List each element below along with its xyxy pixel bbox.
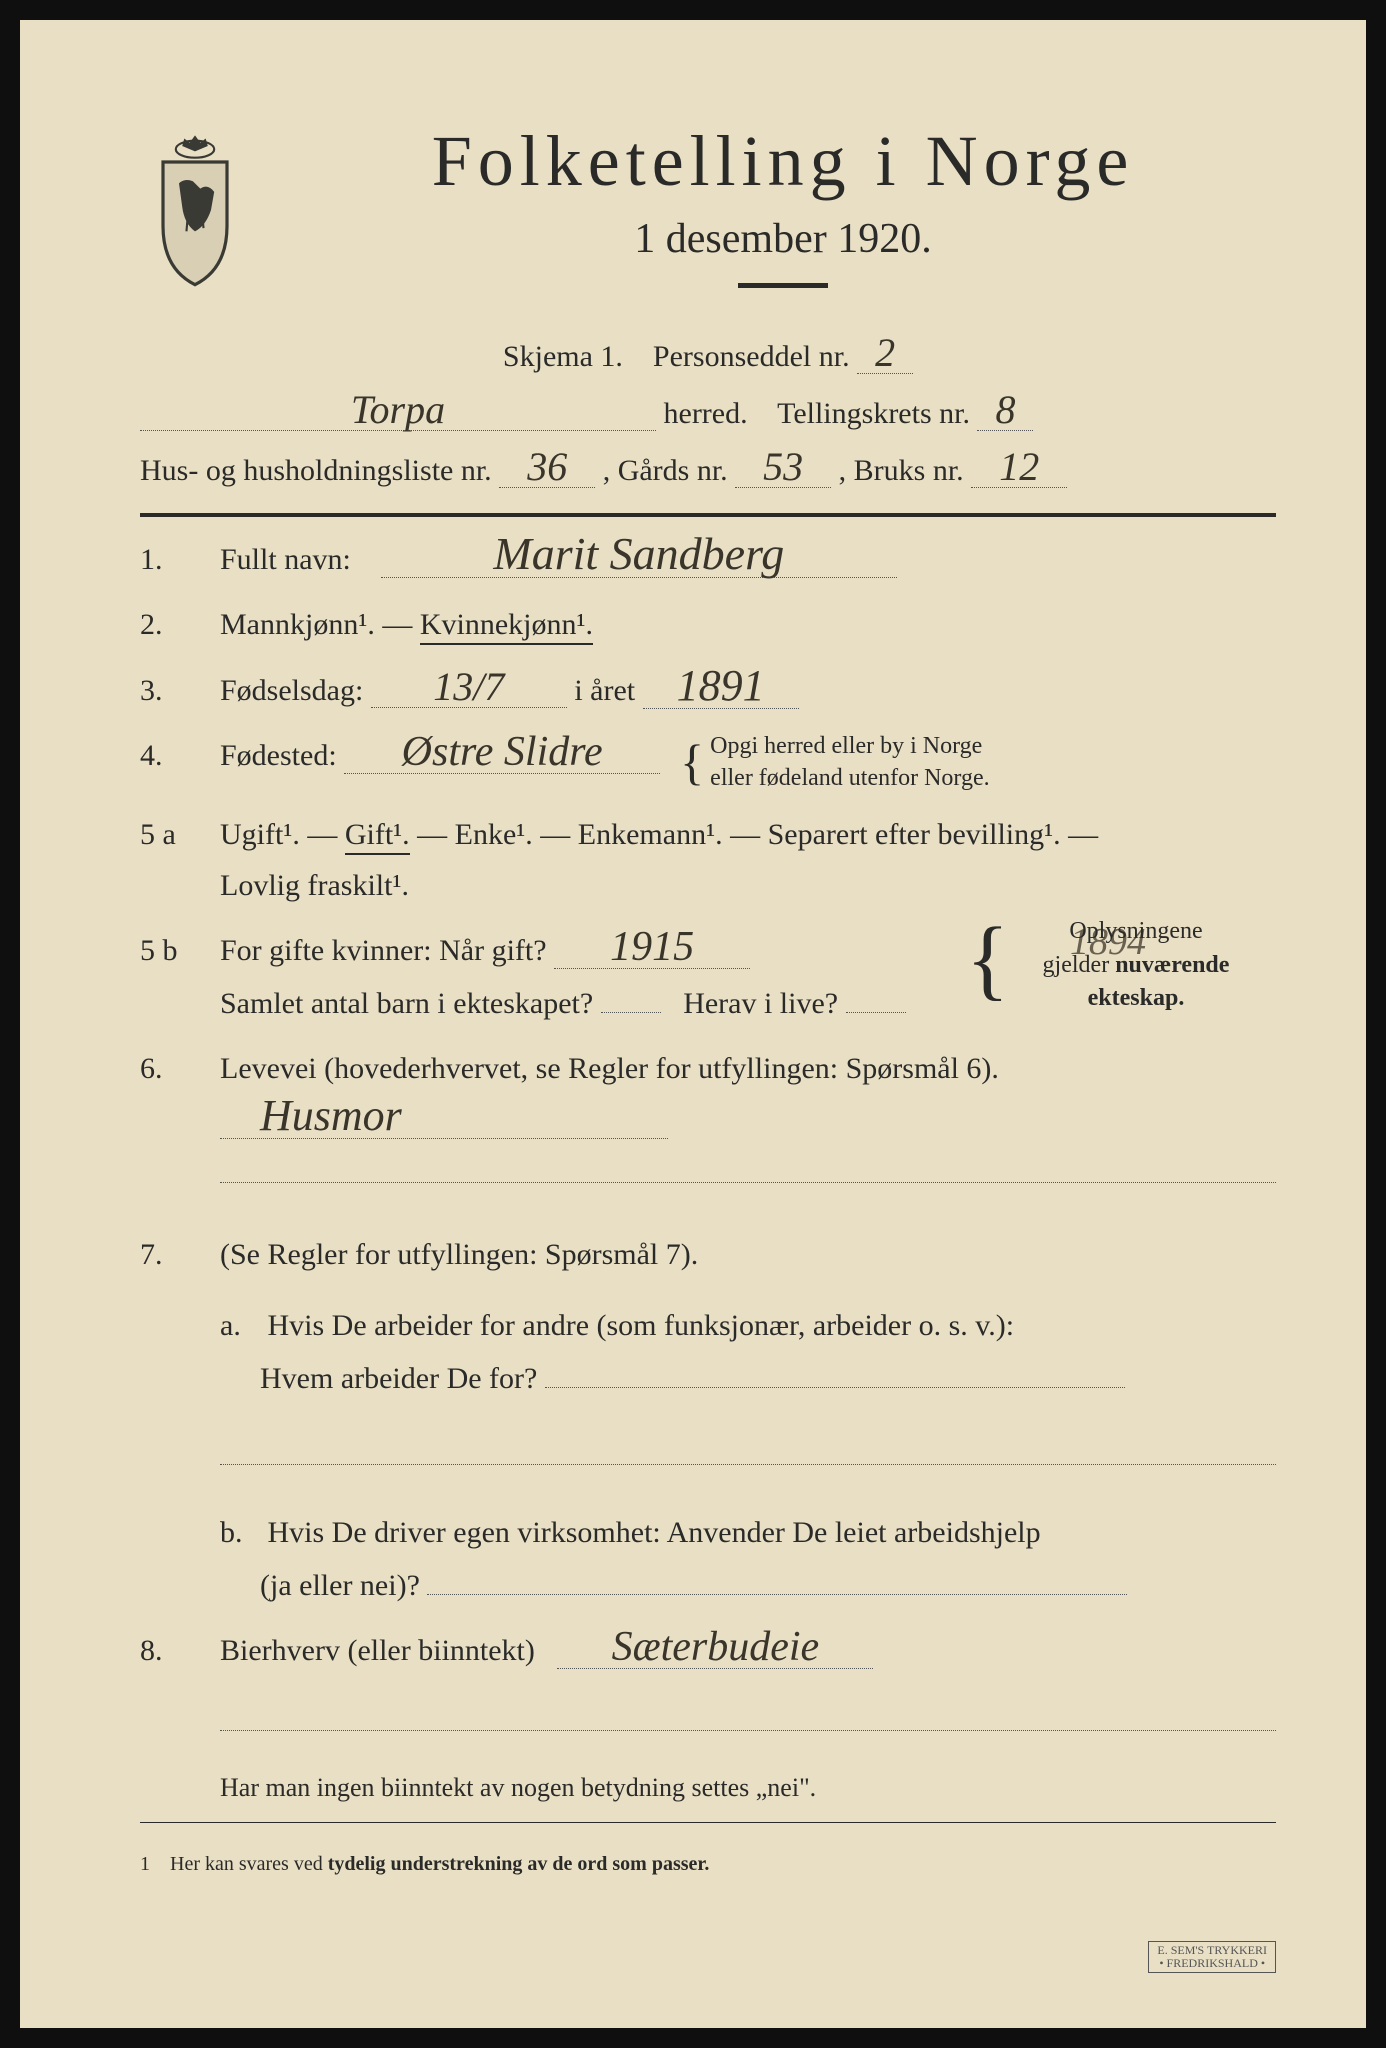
husliste-label: Hus- og husholdningsliste nr.: [140, 454, 492, 487]
tellingskrets-label: Tellingskrets nr.: [777, 397, 970, 430]
header: Folketelling i Norge 1 desember 1920.: [140, 120, 1276, 318]
q3-mid: i året: [574, 674, 635, 707]
herred-line: Torpa herred. Tellingskrets nr. 8: [140, 385, 1276, 442]
q5b-note-l3: ekteskap.: [1088, 985, 1185, 1011]
q8-value: Sæterbudeie: [557, 1626, 873, 1669]
title-divider: [738, 283, 828, 288]
q5b-row: 5 b { Oplysningene gjelder nuværende ekt…: [140, 925, 1276, 1029]
q5b-note-l2: gjelder nuværende: [1043, 952, 1230, 978]
q8-num: 8.: [140, 1634, 220, 1668]
gards-nr: 53: [735, 447, 831, 488]
q7b-l2: (ja eller nei)?: [220, 1569, 420, 1602]
divider-thin: [140, 1822, 1276, 1823]
herred-label: herred.: [664, 397, 748, 430]
q6-blank-line: [220, 1146, 1276, 1183]
census-form-page: Folketelling i Norge 1 desember 1920. Sk…: [0, 0, 1386, 2048]
q2-label-b: Kvinnekjønn¹.: [420, 608, 593, 645]
q1-value: Marit Sandberg: [381, 531, 897, 578]
q7-label: (Se Regler for utfyllingen: Spørsmål 7).: [220, 1238, 698, 1271]
q7-row: 7. (Se Regler for utfyllingen: Spørsmål …: [140, 1229, 1276, 1611]
q3-day: 13/7: [371, 667, 567, 708]
husliste-line: Hus- og husholdningsliste nr. 36 , Gårds…: [140, 442, 1276, 499]
subtitle: 1 desember 1920.: [290, 215, 1276, 263]
q5a-num: 5 a: [140, 818, 220, 852]
q1-num: 1.: [140, 543, 220, 577]
q8-label: Bierhverv (eller biinntekt): [220, 1634, 535, 1667]
q4-note: { Opgi herred eller by i Norge eller fød…: [680, 730, 989, 795]
q8-blank2: [220, 1694, 1276, 1731]
q5a-row: 5 a Ugift¹. — Gift¹. — Enke¹. — Enkemann…: [140, 809, 1276, 911]
q7a-letter: a.: [220, 1300, 260, 1351]
bottom-note: Har man ingen biinntekt av nogen betydni…: [140, 1763, 1276, 1812]
footnote-num: 1: [140, 1853, 150, 1875]
q8-row: 8. Bierhverv (eller biinntekt) Sæterbude…: [140, 1625, 1276, 1747]
skjema-label: Skjema 1.: [503, 340, 623, 373]
q5b-note: { Oplysningene gjelder nuværende ekteska…: [996, 915, 1276, 1016]
q5b-num: 5 b: [140, 934, 220, 968]
q7a-l1: Hvis De arbeider for andre (som funksjon…: [268, 1309, 1015, 1342]
q7a-blank: [545, 1351, 1125, 1388]
printer-stamp: E. SEM'S TRYKKERI• FREDRIKSHALD •: [1148, 1941, 1276, 1973]
q5b-year: 1915: [554, 926, 750, 969]
q1-row: 1. Fullt navn: Marit Sandberg: [140, 531, 1276, 585]
q3-year: 1891: [643, 664, 799, 709]
q4-note-l2: eller fødeland utenfor Norge.: [710, 765, 989, 791]
q7b-blank: [427, 1558, 1127, 1595]
bruks-nr: 12: [971, 447, 1067, 488]
q4-note-l1: Opgi herred eller by i Norge: [710, 733, 982, 759]
husliste-nr: 36: [499, 447, 595, 488]
q4-label: Fødested:: [220, 739, 337, 772]
q3-row: 3. Fødselsdag: 13/7 i året 1891: [140, 664, 1276, 716]
main-title: Folketelling i Norge: [290, 120, 1276, 203]
q7b-l1: Hvis De driver egen virksomhet: Anvender…: [268, 1516, 1041, 1549]
footnote-a: Her kan svares ved: [170, 1853, 328, 1875]
footnote: 1 Her kan svares ved tydelig understrekn…: [140, 1853, 1276, 1876]
q7a-blank2: [220, 1428, 1276, 1465]
q5b-label2: Samlet antal barn i ekteskapet?: [220, 987, 593, 1020]
q6-num: 6.: [140, 1052, 220, 1086]
q7-num: 7.: [140, 1238, 220, 1272]
footnote-b: tydelig understrekning av de ord som pas…: [328, 1853, 710, 1875]
q3-label: Fødselsdag:: [220, 674, 363, 707]
q5a-pre: Ugift¹. —: [220, 818, 345, 851]
q5b-label3: Herav i live?: [683, 987, 838, 1020]
q5a-line2: Lovlig fraskilt¹.: [220, 869, 409, 902]
q5a-post: — Enke¹. — Enkemann¹. — Separert efter b…: [417, 818, 1098, 851]
herred-value: Torpa: [140, 390, 656, 431]
q3-num: 3.: [140, 674, 220, 708]
q5b-barn-blank: [601, 976, 661, 1013]
q2-row: 2. Mannkjønn¹. — Kvinnekjønn¹.: [140, 599, 1276, 650]
q6-row: 6. Levevei (hovederhvervet, se Regler fo…: [140, 1043, 1276, 1199]
q2-label-a: Mannkjønn¹. —: [220, 608, 420, 641]
q1-label: Fullt navn:: [220, 543, 351, 576]
q5a-gift: Gift¹.: [345, 818, 410, 855]
personseddel-nr: 2: [857, 333, 913, 374]
q5b-note-l1: Oplysningene: [1069, 918, 1202, 944]
tellingskrets-nr: 8: [977, 390, 1033, 431]
q2-num: 2.: [140, 608, 220, 642]
gards-label: , Gårds nr.: [603, 454, 728, 487]
q7b-letter: b.: [220, 1507, 260, 1558]
coat-of-arms-icon: [140, 130, 250, 290]
q4-value: Østre Slidre: [344, 731, 660, 774]
q6-value: Husmor: [220, 1094, 668, 1139]
q4-num: 4.: [140, 739, 220, 773]
q5b-label1: For gifte kvinner: Når gift?: [220, 934, 547, 967]
bruks-label: , Bruks nr.: [839, 454, 964, 487]
title-block: Folketelling i Norge 1 desember 1920.: [290, 120, 1276, 318]
divider-thick: [140, 513, 1276, 517]
q6-label: Levevei (hovederhvervet, se Regler for u…: [220, 1052, 999, 1085]
personseddel-label: Personseddel nr.: [653, 340, 850, 373]
skjema-line: Skjema 1. Personseddel nr. 2: [140, 328, 1276, 385]
q7a-l2: Hvem arbeider De for?: [220, 1362, 537, 1395]
q4-row: 4. Fødested: Østre Slidre { Opgi herred …: [140, 730, 1276, 795]
q5b-live-blank: [846, 976, 906, 1013]
